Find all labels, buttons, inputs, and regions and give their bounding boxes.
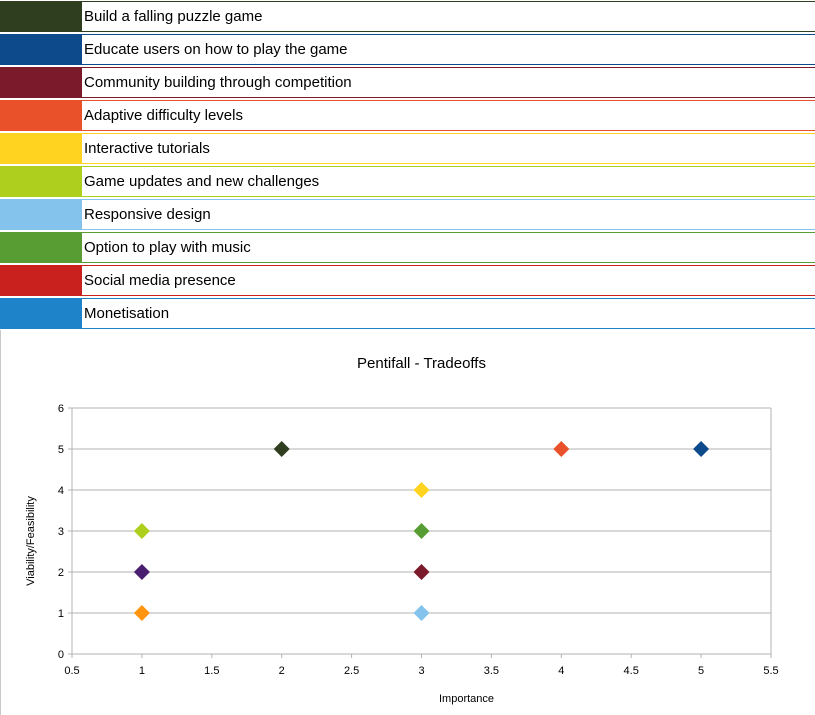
chart-title: Pentifall - Tradeoffs [357, 355, 486, 372]
y-tick-label: 2 [58, 567, 64, 579]
legend-label: Option to play with music [81, 232, 815, 263]
legend-row: Monetisation [0, 297, 815, 330]
x-tick-label: 3.5 [484, 665, 499, 677]
data-point-diamond [553, 441, 570, 457]
legend-label: Community building through competition [81, 67, 815, 98]
x-tick-label: 4.5 [624, 665, 639, 677]
x-tick-label: 5 [698, 665, 704, 677]
x-axis-label: Importance [439, 693, 494, 705]
data-point-diamond [273, 441, 290, 457]
legend-row: Social media presence [0, 264, 815, 297]
legend-swatch [0, 232, 81, 263]
legend-label: Game updates and new challenges [81, 166, 815, 197]
legend-row: Game updates and new challenges [0, 165, 815, 198]
legend-row: Responsive design [0, 198, 815, 231]
legend-swatch [0, 265, 81, 296]
legend-swatch [0, 133, 81, 164]
legend-label: Responsive design [81, 199, 815, 230]
left-divider [0, 330, 1, 715]
chart-area: Pentifall - Tradeoffs 0 1 2 3 4 5 6 0.5 1 1.5 2 2.5 3… [0, 330, 815, 715]
legend-swatch [0, 298, 81, 329]
legend-row: Option to play with music [0, 231, 815, 264]
legend-swatch [0, 34, 81, 65]
x-tick-label: 3 [418, 665, 424, 677]
y-tick-label: 0 [58, 649, 64, 661]
legend-label: Adaptive difficulty levels [81, 100, 815, 131]
x-tick-label: 4 [558, 665, 564, 677]
legend-label: Monetisation [81, 298, 815, 329]
legend-label: Interactive tutorials [81, 133, 815, 164]
x-tick-label: 2 [279, 665, 285, 677]
y-tick-label: 6 [58, 403, 64, 415]
y-tick-label: 3 [58, 526, 64, 538]
x-tick-label: 2.5 [344, 665, 359, 677]
data-point-diamond [693, 441, 710, 457]
data-point-diamond [413, 564, 430, 580]
legend-label: Build a falling puzzle game [81, 1, 815, 32]
legend-row: Adaptive difficulty levels [0, 99, 815, 132]
legend-swatch [0, 1, 81, 32]
x-tick-label: 5.5 [763, 665, 778, 677]
legend-swatch [0, 166, 81, 197]
y-axis-label: Viability/Feasibility [25, 496, 37, 586]
legend-label: Social media presence [81, 265, 815, 296]
data-point-diamond [133, 564, 150, 580]
legend-row: Build a falling puzzle game [0, 0, 815, 33]
legend-row: Community building through competition [0, 66, 815, 99]
legend-row: Interactive tutorials [0, 132, 815, 165]
y-tick-label: 4 [58, 485, 64, 497]
data-point-diamond [133, 605, 150, 621]
legend-swatch [0, 100, 81, 131]
data-point-diamond [133, 523, 150, 539]
y-tick-label: 1 [58, 608, 64, 620]
y-tick-label: 5 [58, 444, 64, 456]
legend-swatch [0, 67, 81, 98]
legend-label: Educate users on how to play the game [81, 34, 815, 65]
x-tick-label: 0.5 [64, 665, 79, 677]
legend-table: Build a falling puzzle game Educate users… [0, 0, 815, 330]
data-point-diamond [413, 605, 430, 621]
x-tick-label: 1.5 [204, 665, 219, 677]
legend-row: Educate users on how to play the game [0, 33, 815, 66]
x-tick-label: 1 [139, 665, 145, 677]
data-point-diamond [413, 482, 430, 498]
scatter-chart: Pentifall - Tradeoffs 0 1 2 3 4 5 6 0.5 1 1.5 2 2.5 3… [25, 355, 779, 705]
data-point-diamond [413, 523, 430, 539]
legend-swatch [0, 199, 81, 230]
